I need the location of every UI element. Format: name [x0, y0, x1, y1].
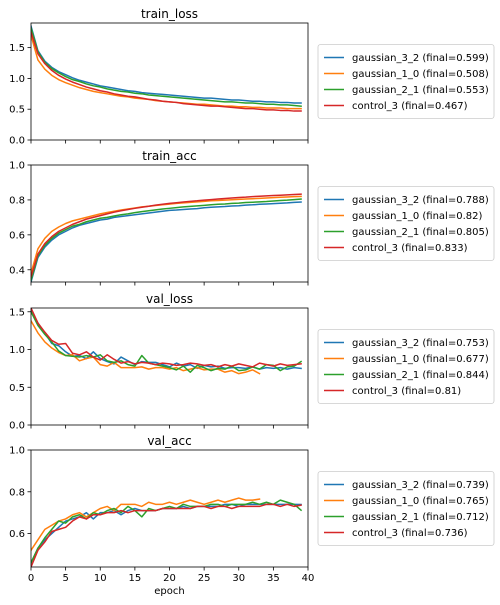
y-tick-label: 0.5	[9, 383, 25, 394]
series-line-control-3	[31, 308, 302, 368]
legend-entry: control_3 (final=0.736)	[352, 528, 468, 539]
series-line-gaussian-3-2	[31, 503, 302, 564]
y-tick-label: 0.8	[9, 195, 25, 206]
chart-panel-val-acc: val_acc 0.6 0.8 1.0 0 5 10 15 20 25 30 35 40 epoch gau…	[9, 434, 495, 597]
series-line-gaussian-2-1	[31, 310, 303, 373]
legend-entry: gaussian_1_0 (final=0.765)	[352, 496, 489, 507]
y-tick-label: 1.0	[9, 161, 25, 172]
panel-title: train_loss	[141, 7, 198, 21]
legend-entry: gaussian_3_2 (final=0.599)	[352, 53, 489, 64]
legend: gaussian_3_2 (final=0.739) gaussian_1_0 (…	[317, 471, 495, 546]
axes-frame	[30, 164, 309, 283]
y-tick-label: 0.4	[9, 265, 25, 276]
series-line-gaussian-2-1	[31, 27, 302, 107]
x-axis-label: epoch	[154, 586, 184, 597]
series-line-gaussian-1-0	[31, 34, 302, 110]
panel-title: val_loss	[146, 292, 193, 306]
series-line-gaussian-2-1	[31, 198, 302, 282]
x-tick-label: 20	[163, 573, 176, 584]
chart-panel-train-loss: train_loss 0.0 0.5 1.0 1.5 gaussian_3_2 (fina…	[9, 7, 495, 147]
series-lines	[31, 25, 302, 112]
y-tick-label: 0.8	[9, 487, 25, 498]
chart-panel-val-loss: val_loss 0.0 0.5 1.0 1.5 gaussian_3_2 (final=…	[9, 292, 495, 432]
y-tick-label: 0.5	[9, 105, 25, 116]
series-line-gaussian-3-2	[31, 25, 302, 104]
legend-entry: control_3 (final=0.833)	[352, 243, 468, 254]
x-tick-label: 0	[28, 573, 34, 584]
y-tick-label: 1.0	[9, 345, 25, 356]
y-tick-label: 0.6	[9, 230, 25, 241]
legend-entry: gaussian_3_2 (final=0.788)	[352, 195, 489, 206]
y-tick-label: 1.0	[9, 74, 25, 85]
panel-title: val_acc	[147, 434, 191, 448]
x-tick-label: 25	[198, 573, 211, 584]
legend-entry: gaussian_3_2 (final=0.753)	[352, 338, 489, 349]
chart-panel-train-acc: train_acc 0.4 0.6 0.8 1.0 gaussian_3_2 (final…	[9, 149, 495, 286]
x-tick-label: 5	[62, 573, 68, 584]
legend-entry: gaussian_2_1 (final=0.553)	[352, 85, 489, 96]
series-line-gaussian-1-0	[31, 319, 261, 375]
series-lines	[31, 308, 303, 375]
series-line-gaussian-3-2	[31, 201, 302, 282]
series-line-gaussian-1-0	[31, 497, 261, 552]
legend-entry: gaussian_1_0 (final=0.508)	[352, 69, 489, 80]
legend-entry: control_3 (final=0.81)	[352, 386, 461, 397]
series-line-gaussian-2-1	[31, 499, 303, 564]
legend: gaussian_3_2 (final=0.788) gaussian_1_0 (…	[317, 186, 495, 261]
legend: gaussian_3_2 (final=0.599) gaussian_1_0 (…	[317, 44, 495, 119]
y-tick-label: 1.5	[9, 307, 25, 318]
y-tick-label: 1.5	[9, 43, 25, 54]
legend-entry: gaussian_2_1 (final=0.844)	[352, 370, 489, 381]
legend-box	[317, 44, 495, 119]
legend-entry: gaussian_1_0 (final=0.82)	[352, 211, 482, 222]
y-tick-label: 0.0	[9, 136, 25, 147]
panel-title: train_acc	[142, 149, 196, 163]
legend-box	[317, 471, 495, 546]
legend-box	[317, 329, 495, 404]
x-tick-label: 15	[129, 573, 142, 584]
legend-box	[317, 186, 495, 261]
series-line-gaussian-3-2	[31, 309, 302, 370]
legend-entry: control_3 (final=0.467)	[352, 101, 468, 112]
legend: gaussian_3_2 (final=0.753) gaussian_1_0 (…	[317, 329, 495, 404]
series-line-control-3	[31, 193, 302, 278]
x-tick-label: 35	[267, 573, 280, 584]
series-lines	[31, 193, 302, 282]
y-tick-label: 0.6	[9, 529, 25, 540]
legend-entry: gaussian_2_1 (final=0.712)	[352, 512, 489, 523]
y-tick-label: 0.0	[9, 421, 25, 432]
x-tick-label: 40	[302, 573, 315, 584]
series-line-control-3	[31, 31, 302, 112]
legend-entry: gaussian_1_0 (final=0.677)	[352, 354, 489, 365]
x-tick-label: 30	[232, 573, 245, 584]
legend-entry: gaussian_2_1 (final=0.805)	[352, 227, 489, 238]
series-line-control-3	[31, 503, 302, 567]
series-lines	[31, 497, 303, 567]
x-tick-label: 10	[94, 573, 107, 584]
y-tick-label: 1.0	[9, 446, 25, 457]
legend-entry: gaussian_3_2 (final=0.739)	[352, 480, 489, 491]
